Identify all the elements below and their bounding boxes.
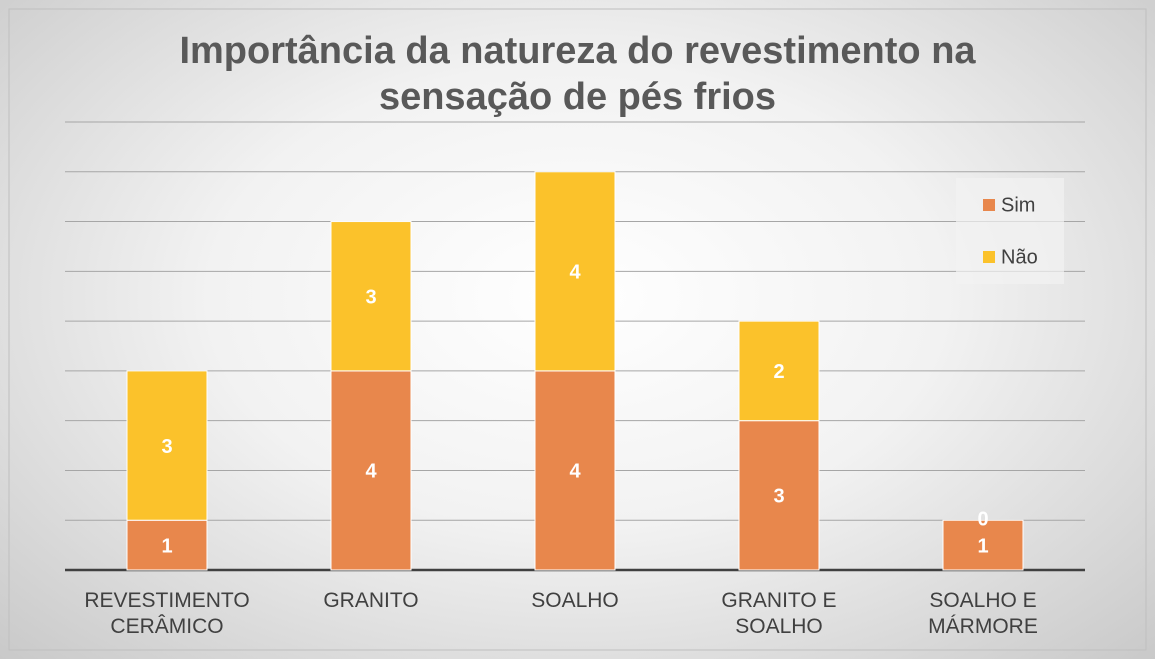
bar-segment bbox=[738, 420, 820, 571]
x-tick-label: GRANITO E SOALHO bbox=[721, 589, 837, 638]
x-tick-label: REVESTIMENTO CERÂMICO bbox=[84, 589, 250, 638]
data-label: 2 bbox=[773, 361, 784, 383]
data-label: 3 bbox=[161, 436, 172, 458]
bar-segment bbox=[126, 519, 208, 571]
data-label: 4 bbox=[569, 461, 581, 483]
data-label: 4 bbox=[569, 262, 581, 284]
legend-box bbox=[956, 178, 1064, 284]
x-tick-label: SOALHO E MÁRMORE bbox=[928, 589, 1038, 638]
frame bbox=[8, 8, 1147, 651]
bar-segment bbox=[534, 370, 616, 571]
bar-segment bbox=[738, 320, 820, 422]
x-tick-label: GRANITO bbox=[323, 589, 419, 612]
data-label: 4 bbox=[365, 461, 377, 483]
data-label: 3 bbox=[365, 287, 376, 309]
data-label: 1 bbox=[977, 535, 988, 557]
legend-swatch bbox=[983, 199, 995, 211]
legend-label: Não bbox=[1001, 246, 1038, 268]
data-label: 0 bbox=[977, 509, 988, 531]
bar-segment bbox=[330, 221, 412, 372]
legend-swatch bbox=[983, 251, 995, 263]
data-label: 3 bbox=[773, 486, 784, 508]
chart-title: Importância da natureza do revestimento … bbox=[179, 30, 976, 118]
bar-segment bbox=[126, 370, 208, 521]
bar-segment bbox=[942, 519, 1024, 571]
x-tick-label: SOALHO bbox=[531, 589, 619, 612]
bar-segment bbox=[534, 171, 616, 372]
legend-label: Sim bbox=[1001, 194, 1035, 216]
data-label: 1 bbox=[161, 535, 172, 557]
